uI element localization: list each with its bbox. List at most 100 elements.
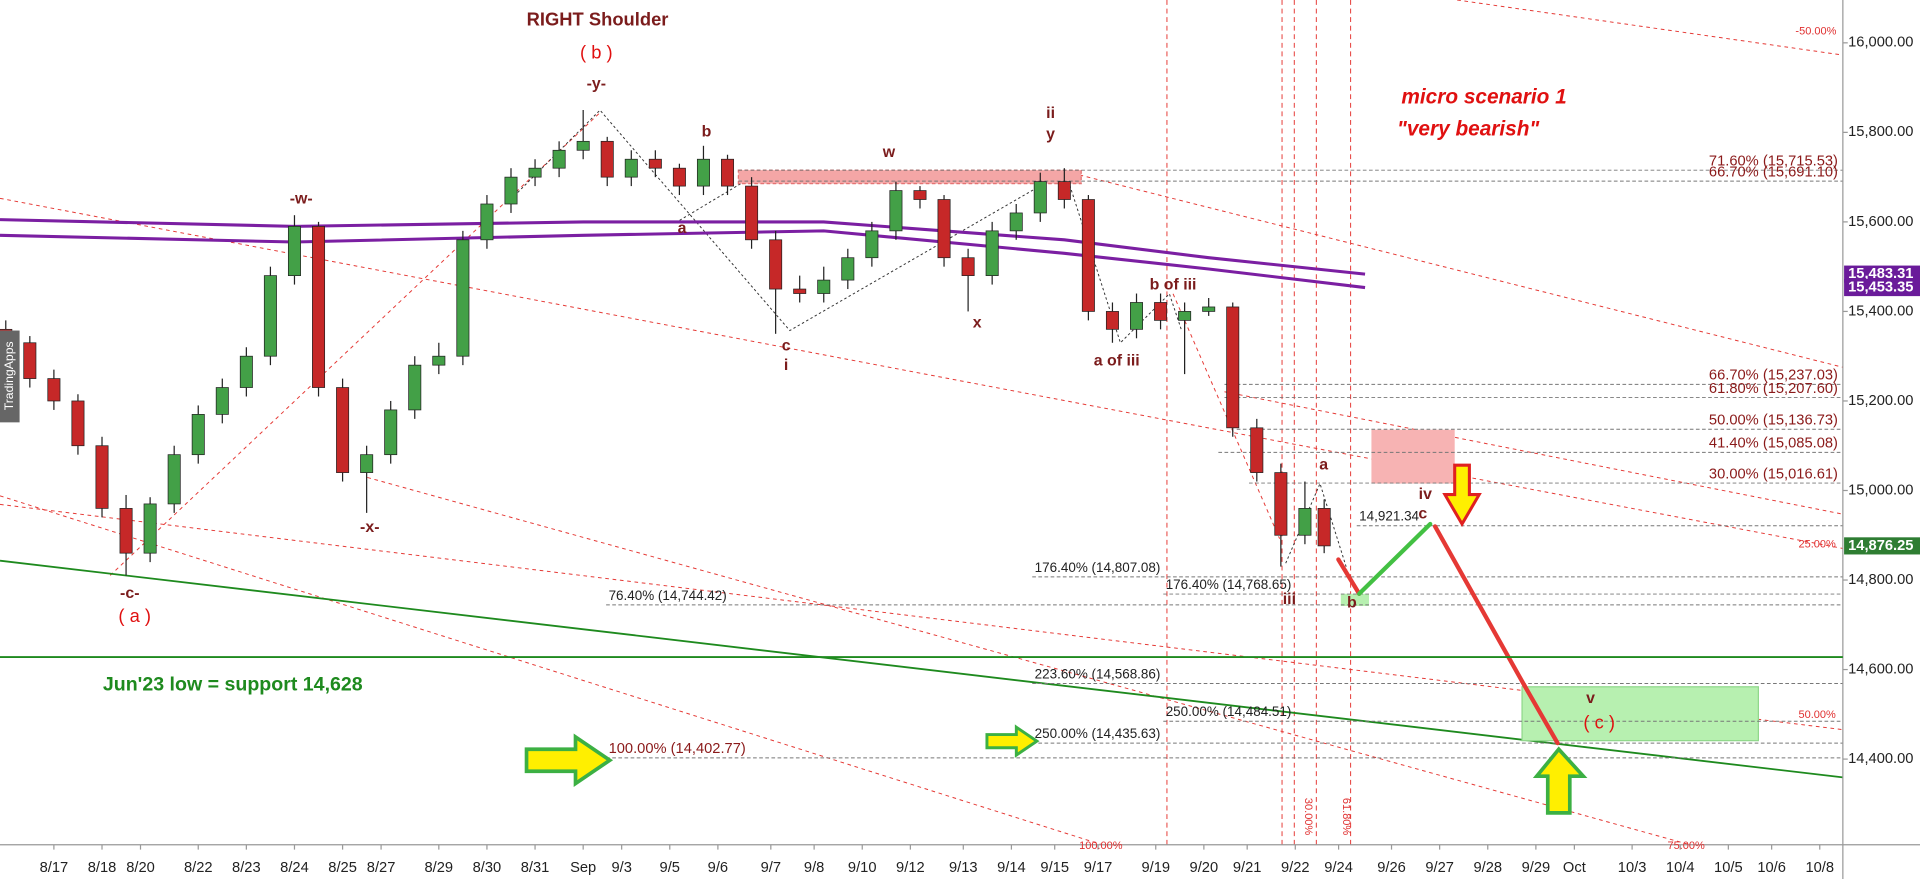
fib-label: 76.40% (14,744.42)	[609, 588, 727, 603]
candle-body	[167, 454, 181, 505]
annotation: TradingApps	[2, 341, 16, 410]
annotation: y	[1046, 126, 1055, 143]
brand-badge	[0, 330, 20, 423]
candle-body	[1226, 306, 1240, 429]
x-tick-label: 9/13	[949, 860, 978, 876]
x-tick-label: 8/18	[88, 860, 117, 876]
candle-body	[215, 387, 229, 415]
fib-label: 176.40% (14,807.08)	[1035, 560, 1161, 575]
candle-body	[600, 140, 614, 178]
candle-body	[47, 378, 61, 402]
channel-line	[0, 503, 1843, 731]
y-tick-label: 15,000.00	[1848, 482, 1913, 498]
fib-label: 50.00% (15,136.73)	[1709, 413, 1838, 429]
candle-body	[1105, 311, 1119, 330]
annotation: 25.00%	[1798, 539, 1836, 551]
candle-body	[913, 190, 927, 200]
candle-body	[1250, 427, 1264, 473]
x-tick-label: 9/19	[1141, 860, 1170, 876]
y-tick-label: 14,400.00	[1848, 751, 1913, 767]
candle-body	[1057, 181, 1071, 200]
candle-body	[408, 364, 422, 411]
x-tick-label: 9/24	[1324, 860, 1353, 876]
candle-body	[432, 355, 446, 366]
x-tick-label: 8/29	[425, 860, 454, 876]
annotation: 100.00%	[1079, 840, 1123, 852]
candle-body	[985, 230, 999, 276]
annotation: 30.00%	[1302, 798, 1314, 836]
target-zone	[1371, 429, 1455, 484]
x-tick-label: 8/27	[367, 860, 396, 876]
candle-body	[721, 158, 735, 187]
annotation: ii	[1046, 105, 1055, 122]
x-tick-label: 9/12	[896, 860, 925, 876]
candle-body	[793, 288, 807, 294]
y-tick-label: 14,800.00	[1848, 572, 1913, 588]
annotation: v	[1586, 690, 1595, 707]
price-tag-label: 15,483.31	[1848, 266, 1913, 282]
channel-line	[1457, 0, 1843, 56]
price-tag	[1844, 278, 1920, 297]
annotation: "very bearish"	[1397, 117, 1540, 140]
candle-body	[312, 226, 326, 388]
fib-label: 30.00% (15,016.61)	[1709, 466, 1838, 482]
x-tick-label: 8/30	[473, 860, 502, 876]
channel-line	[0, 495, 1103, 846]
candle-body	[384, 409, 398, 456]
annotation: 75.00%	[1667, 840, 1705, 852]
x-tick-label: Oct	[1563, 860, 1586, 876]
y-tick-label: 16,000.00	[1848, 35, 1913, 51]
annotation: b	[1347, 595, 1357, 612]
x-tick-label: 10/6	[1757, 860, 1786, 876]
annotation: a of iii	[1094, 352, 1140, 369]
x-tick-label: 10/4	[1666, 860, 1695, 876]
channel-line	[367, 476, 1690, 846]
arrow	[1442, 463, 1482, 528]
price-tag-label: 14,876.25	[1848, 538, 1913, 554]
candle-body	[552, 149, 566, 169]
candle-body	[624, 158, 638, 178]
x-tick-label: 10/5	[1714, 860, 1743, 876]
candle-body	[1178, 311, 1192, 321]
annotation: x	[973, 314, 982, 331]
candle-body	[769, 239, 783, 290]
candle-body	[745, 185, 759, 241]
fib-label: 223.60% (14,568.86)	[1035, 666, 1161, 681]
annotation: -c-	[120, 585, 139, 602]
channel-line	[1224, 391, 1843, 515]
fib-label: 250.00% (14,484.51)	[1166, 704, 1292, 719]
target-zone	[1521, 686, 1759, 742]
arrow	[524, 733, 614, 787]
x-tick-label: 10/3	[1618, 860, 1647, 876]
x-tick-label: 9/20	[1190, 860, 1219, 876]
candle-body	[1317, 508, 1331, 547]
price-tag-label: 15,453.35	[1848, 279, 1913, 295]
fib-label: 100.00% (14,402.77)	[609, 741, 746, 757]
candle-body	[360, 454, 374, 473]
arrow	[1532, 746, 1588, 815]
fib-label: 41.40% (15,085.08)	[1709, 436, 1838, 452]
candle-body	[1154, 302, 1168, 321]
wave-line	[679, 183, 742, 221]
candle-body	[1009, 212, 1023, 232]
candle-body	[263, 275, 277, 357]
candle-body	[528, 167, 542, 178]
candle-body	[1033, 181, 1047, 214]
projection-line	[1522, 683, 1560, 746]
x-tick-label: 9/22	[1281, 860, 1310, 876]
annotation: 61.80%	[1340, 798, 1352, 836]
x-tick-label: 9/28	[1473, 860, 1502, 876]
candle-body	[672, 167, 686, 187]
x-tick-label: 8/22	[184, 860, 213, 876]
y-tick-label: 15,200.00	[1848, 393, 1913, 409]
annotation: b of iii	[1150, 276, 1197, 293]
candle-body	[1202, 306, 1216, 312]
candle-body	[648, 158, 662, 169]
x-tick-label: Sep	[570, 860, 596, 876]
candle-body	[504, 176, 518, 205]
price-tag	[1844, 265, 1920, 283]
annotation: -y-	[587, 76, 606, 93]
x-tick-label: 9/26	[1377, 860, 1406, 876]
